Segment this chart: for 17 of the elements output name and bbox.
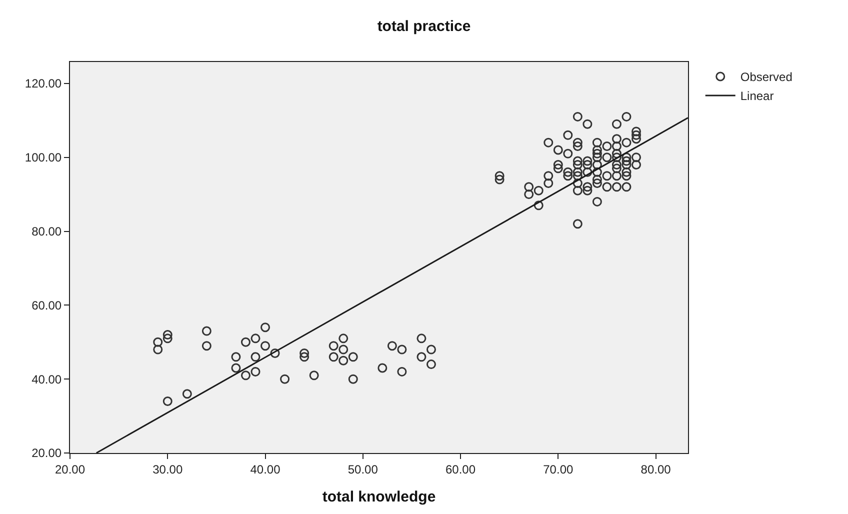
y-tick-label: 40.00 (32, 372, 62, 386)
x-tick-label: 30.00 (152, 462, 183, 476)
y-tick-label: 80.00 (32, 224, 62, 238)
y-tick-label: 120.00 (24, 76, 62, 91)
chart-title: total practice (377, 18, 471, 36)
x-tick-label: 20.00 (54, 462, 86, 476)
y-tick-label: 60.00 (32, 298, 62, 312)
x-tick-label: 40.00 (250, 462, 281, 476)
x-tick-label: 50.00 (348, 462, 378, 476)
x-tick-label: 60.00 (446, 462, 476, 476)
x-tick-label: 70.00 (543, 462, 574, 476)
y-tick-label: 20.00 (32, 446, 62, 460)
x-axis-title: total knowledge (322, 488, 436, 506)
y-tick-label: 100.00 (24, 150, 62, 165)
legend-label: Observed (740, 70, 792, 84)
legend-label: Linear (740, 89, 774, 104)
x-tick-label: 80.00 (640, 462, 672, 476)
